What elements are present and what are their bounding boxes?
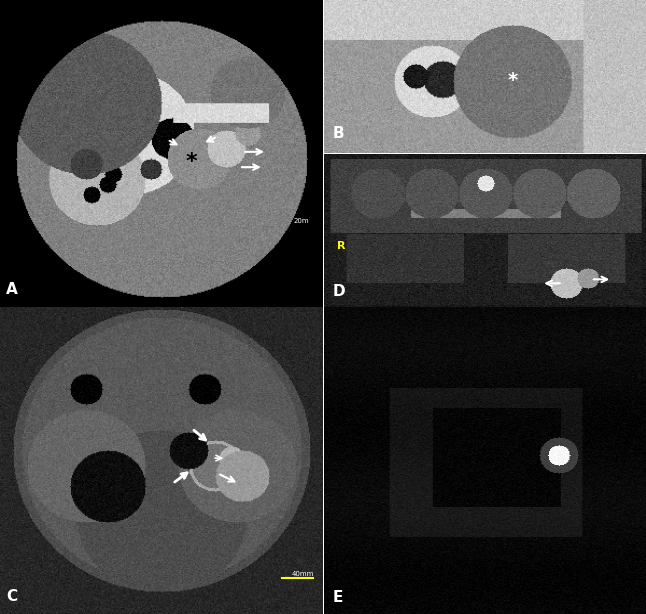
Text: E: E — [333, 589, 343, 605]
Text: *: * — [186, 152, 198, 172]
Text: D: D — [333, 284, 346, 299]
Text: R: R — [337, 241, 346, 251]
Text: 40mm: 40mm — [292, 570, 315, 577]
Text: A: A — [6, 282, 17, 297]
Text: 20m: 20m — [293, 219, 309, 224]
Text: B: B — [333, 126, 344, 141]
Text: *: * — [507, 71, 517, 90]
Text: C: C — [6, 589, 17, 604]
